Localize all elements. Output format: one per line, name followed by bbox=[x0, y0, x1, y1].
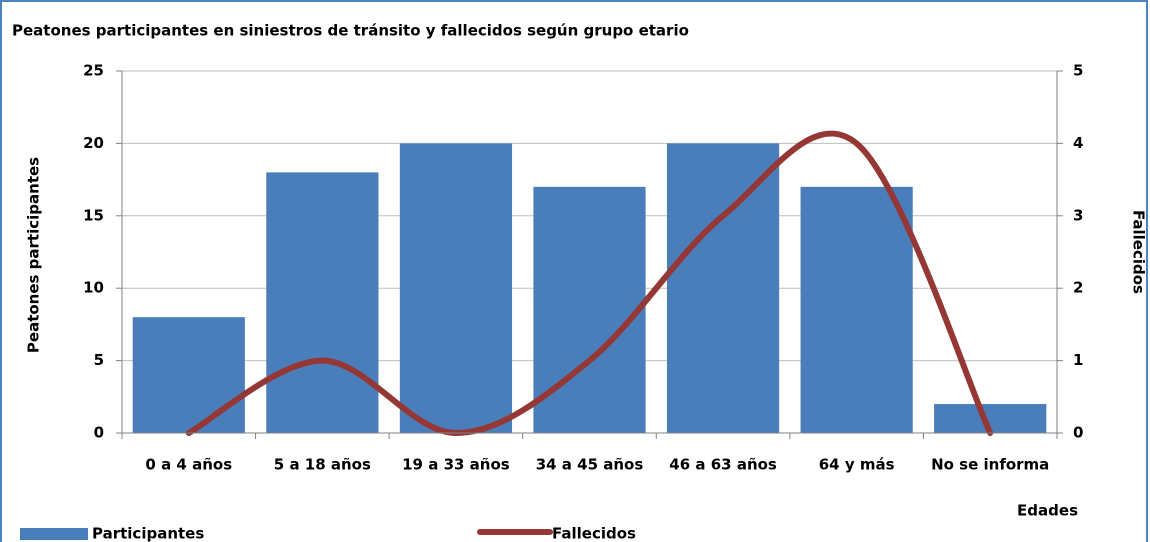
bar bbox=[800, 186, 913, 433]
y-tick-label: 5 bbox=[94, 351, 104, 369]
y2-tick-label: 3 bbox=[1073, 206, 1083, 224]
x-tick-label: 64 y más bbox=[819, 456, 895, 474]
x-tick-label: 5 a 18 años bbox=[274, 456, 371, 474]
legend-swatch bbox=[20, 528, 88, 540]
bar bbox=[132, 317, 245, 433]
x-tick-label: 34 a 45 años bbox=[536, 456, 644, 474]
y2-tick-label: 2 bbox=[1073, 279, 1083, 297]
y-tick-label: 25 bbox=[83, 62, 104, 80]
y2-tick-label: 5 bbox=[1073, 62, 1083, 80]
x-tick-label: 19 a 33 años bbox=[402, 456, 510, 474]
line bbox=[185, 130, 994, 437]
y2-tick-label: 0 bbox=[1073, 424, 1083, 442]
x-tick-label: No se informa bbox=[931, 456, 1049, 474]
x-tick-label: 46 a 63 años bbox=[669, 456, 777, 474]
bar bbox=[266, 172, 379, 434]
y-tick-label: 15 bbox=[83, 206, 104, 224]
y-tick-label: 10 bbox=[83, 279, 104, 297]
bar bbox=[666, 143, 780, 433]
y2-axis-label: Fallecidos bbox=[1130, 210, 1148, 294]
chart-title: Peatones participantes en siniestros de … bbox=[12, 22, 689, 40]
bar bbox=[399, 143, 513, 433]
legend-label: Fallecidos bbox=[552, 525, 636, 542]
y-tick-label: 20 bbox=[83, 134, 104, 152]
y2-tick-label: 4 bbox=[1073, 134, 1083, 152]
x-axis-label: Edades bbox=[1017, 502, 1078, 520]
y-tick-label: 0 bbox=[94, 424, 104, 442]
x-tick-label: 0 a 4 años bbox=[145, 456, 232, 474]
y-axis-label: Peatones participantes bbox=[25, 157, 43, 353]
y2-tick-label: 1 bbox=[1073, 351, 1083, 369]
bar bbox=[533, 186, 646, 433]
legend-label: Participantes bbox=[92, 525, 204, 542]
